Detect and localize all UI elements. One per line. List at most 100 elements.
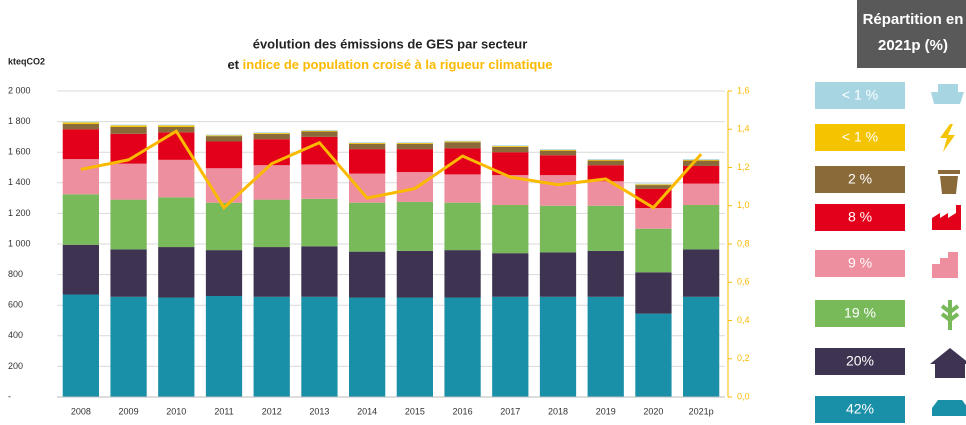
bar-segment: [253, 296, 290, 397]
bar-segment: [62, 121, 99, 123]
bar-segment: [62, 123, 99, 130]
x-tick-label: 2021p: [689, 406, 714, 416]
chart-subtitle: et indice de population croisé à la rigu…: [227, 57, 552, 72]
icon-bolt: [940, 124, 955, 152]
x-tick-label: 2013: [309, 406, 329, 416]
y-axis-label: kteqCO2: [8, 56, 45, 66]
bar-segment: [492, 146, 529, 147]
x-tick-label: 2019: [596, 406, 616, 416]
bar-segment: [444, 140, 481, 142]
y-tick-label: 2 000: [8, 85, 31, 95]
bar-segment: [62, 159, 99, 195]
y2-tick-label: 0,0: [737, 391, 750, 401]
bar-segment: [539, 149, 577, 150]
bar-segment: [205, 134, 243, 136]
y2-tick-label: 0,8: [737, 238, 750, 248]
bar-segment: [587, 160, 624, 166]
bar-segment: [587, 159, 624, 161]
panel-box: [815, 166, 905, 193]
bar-segment: [587, 250, 624, 297]
bar-segment: [253, 247, 290, 297]
x-tick-label: 2009: [119, 406, 139, 416]
y-tick-label: 800: [8, 269, 23, 279]
y2-tick-label: 1,4: [737, 124, 750, 134]
bar-segment: [587, 165, 624, 182]
icons: [930, 84, 966, 416]
y2-tick-label: 0,4: [737, 315, 750, 325]
bar-segment: [683, 165, 720, 184]
panel-label: 42%: [846, 401, 874, 417]
bar-segment: [539, 205, 577, 253]
bar-segment: [492, 152, 529, 176]
bar-segment: [205, 202, 243, 251]
bar-segment: [110, 249, 147, 297]
panel-label: < 1 %: [842, 87, 878, 103]
bar-segment: [396, 143, 433, 144]
bar-segment: [539, 252, 577, 297]
bar-segment: [396, 149, 433, 173]
panel-box: [815, 82, 905, 109]
x-tick-label: 2010: [166, 406, 186, 416]
bar-segment: [444, 202, 481, 251]
y-tick-label: 1 600: [8, 147, 31, 157]
y-tick-label: 1 000: [8, 238, 31, 248]
bar-segment: [635, 313, 672, 397]
bar-segment: [539, 296, 577, 397]
bar-segment: [396, 201, 433, 251]
bar-segment: [158, 125, 195, 127]
bar-segment: [301, 246, 338, 297]
x-tick-label: 2011: [214, 406, 233, 416]
panel-box: [815, 250, 905, 277]
bar-segment: [539, 155, 577, 176]
bar-segment: [205, 141, 243, 169]
bar-segment: [635, 183, 672, 185]
bar-segment: [205, 296, 243, 397]
bar-segment: [349, 251, 386, 298]
bar-segment: [110, 163, 147, 200]
bar-segment: [253, 165, 290, 200]
icon-bin: [938, 170, 960, 194]
panel-label: 8 %: [848, 209, 872, 225]
icon-buildings: [932, 252, 958, 278]
icon-ship: [931, 84, 964, 104]
y2-tick-label: 1,6: [737, 85, 750, 95]
bar-segment: [635, 272, 672, 314]
y-tick-label: 1 400: [8, 177, 31, 187]
panel-label: 19 %: [844, 305, 876, 321]
panel-label: 20%: [846, 353, 874, 369]
bar-segment: [396, 143, 433, 150]
bar-segment: [349, 142, 386, 144]
bar-segment: [158, 297, 195, 397]
bar-segment: [683, 249, 720, 297]
bar-segment: [253, 133, 290, 140]
panel-box: [815, 124, 905, 151]
bar-segment: [253, 139, 290, 166]
bar-segment: [349, 297, 386, 397]
bar-segment: [683, 159, 720, 160]
panel-box: [815, 204, 905, 231]
bar-segment: [349, 149, 386, 174]
bar-segment: [110, 124, 147, 126]
bar-segment: [349, 202, 386, 252]
bar-segment: [492, 204, 529, 254]
bar-segment: [62, 122, 99, 124]
panel-box: [815, 348, 905, 375]
y2-tick-label: 1,2: [737, 162, 750, 172]
x-tick-label: 2016: [453, 406, 473, 416]
index-line: [80, 129, 703, 210]
bar-segment: [301, 130, 338, 132]
bar-segment: [253, 132, 290, 134]
bar-segment: [205, 135, 243, 137]
x-tick-label: 2012: [262, 406, 282, 416]
x-tick-label: 2015: [405, 406, 425, 416]
icon-wheat: [940, 300, 960, 330]
bar-segment: [635, 184, 672, 186]
y-tick-label: 1 800: [8, 116, 31, 126]
bar-segment: [492, 145, 529, 147]
panel-title: 2021p (%): [878, 37, 948, 54]
y-tick-label: 600: [8, 300, 23, 310]
icon-car: [932, 400, 966, 416]
bar-segment: [253, 133, 290, 134]
bar-segment: [301, 198, 338, 247]
